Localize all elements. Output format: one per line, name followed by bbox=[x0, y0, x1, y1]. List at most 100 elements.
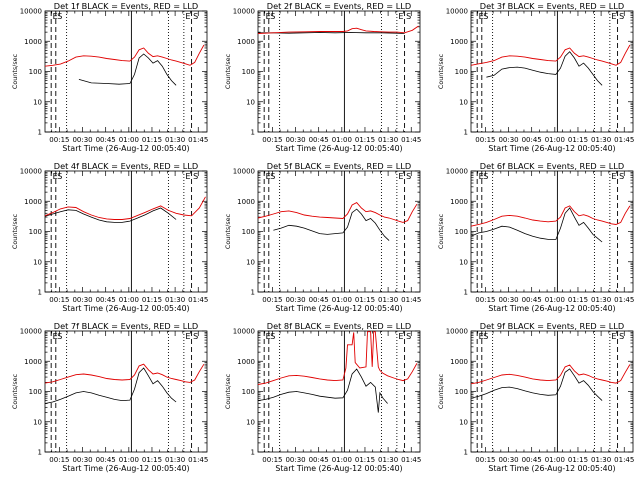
x-tick-label: 01:15 bbox=[568, 296, 588, 304]
plot-frame bbox=[257, 10, 421, 133]
event-marker-label: E bbox=[611, 12, 616, 21]
x-tick-label: 01:00 bbox=[119, 136, 139, 144]
y-axis-label: Counts/sec bbox=[437, 213, 445, 249]
y-tick-label: 10000 bbox=[20, 8, 42, 16]
y-tick-label: 1 bbox=[38, 129, 42, 137]
x-tick-label: 01:00 bbox=[545, 456, 565, 464]
event-marker-label: S bbox=[406, 12, 411, 21]
y-tick-label: 1000 bbox=[24, 358, 42, 366]
x-tick-label: 01:45 bbox=[188, 136, 208, 144]
series-events bbox=[258, 32, 405, 34]
chart-title: Det 6f BLACK = Events, RED = LLD bbox=[480, 161, 624, 171]
series-lld bbox=[44, 196, 206, 220]
plot-frame bbox=[470, 170, 634, 293]
y-tick-label: 10 bbox=[33, 98, 42, 106]
y-axis-label: Counts/sec bbox=[11, 53, 19, 89]
series-events bbox=[470, 207, 603, 243]
event-marker-label: S bbox=[270, 332, 275, 341]
y-tick-label: 1 bbox=[464, 289, 468, 297]
x-tick-label: 01:15 bbox=[568, 456, 588, 464]
plot-frame bbox=[44, 170, 208, 293]
y-tick-label: 1000 bbox=[237, 358, 255, 366]
event-marker-label: E bbox=[53, 12, 58, 21]
y-tick-label: 10000 bbox=[233, 8, 255, 16]
panel-8: 1 10 100 1000 10000 00:15 00:30 00:45 01:00 01:15… bbox=[224, 321, 421, 473]
y-axis-label: Counts/sec bbox=[224, 213, 232, 249]
x-tick-label: 01:30 bbox=[165, 296, 185, 304]
x-tick-label: 00:15 bbox=[475, 136, 495, 144]
x-tick-label: 01:45 bbox=[614, 296, 634, 304]
series-events bbox=[44, 207, 177, 223]
event-marker-label: S bbox=[619, 332, 624, 341]
chart-title: Det 1f BLACK = Events, RED = LLD bbox=[54, 1, 198, 11]
panel-7: 1 10 100 1000 10000 00:15 00:30 00:45 01:00 01:15… bbox=[11, 321, 208, 473]
y-tick-label: 10 bbox=[246, 98, 255, 106]
y-tick-label: 10 bbox=[459, 258, 468, 266]
x-tick-label: 01:15 bbox=[142, 296, 162, 304]
event-marker-label: S bbox=[270, 12, 275, 21]
event-marker-label: E bbox=[185, 12, 190, 21]
x-tick-label: 00:15 bbox=[49, 136, 69, 144]
event-marker-label: E bbox=[479, 332, 484, 341]
event-marker-label: E bbox=[266, 12, 271, 21]
event-marker-label: E bbox=[479, 12, 484, 21]
y-tick-label: 1 bbox=[38, 449, 42, 457]
x-tick-label: 00:30 bbox=[498, 456, 518, 464]
x-tick-label: 01:15 bbox=[355, 296, 375, 304]
x-axis-label: Start Time (26-Aug-12 00:05:40) bbox=[488, 464, 615, 473]
x-tick-label: 01:45 bbox=[188, 456, 208, 464]
y-tick-label: 1 bbox=[251, 129, 255, 137]
y-tick-label: 1000 bbox=[24, 198, 42, 206]
y-tick-label: 10000 bbox=[233, 328, 255, 336]
series-lld bbox=[257, 202, 418, 223]
event-marker-label: S bbox=[193, 172, 198, 181]
plot-frame bbox=[44, 10, 208, 133]
series-lld bbox=[470, 364, 631, 385]
y-tick-label: 10000 bbox=[446, 168, 468, 176]
x-tick-label: 00:45 bbox=[522, 456, 542, 464]
event-marker-label: E bbox=[611, 332, 616, 341]
y-axis-label: Counts/sec bbox=[437, 53, 445, 89]
x-tick-label: 01:00 bbox=[332, 136, 352, 144]
series-events bbox=[257, 368, 388, 413]
x-tick-label: 01:00 bbox=[119, 456, 139, 464]
x-tick-label: 01:30 bbox=[165, 456, 185, 464]
y-tick-label: 100 bbox=[29, 68, 42, 76]
y-tick-label: 100 bbox=[242, 68, 255, 76]
chart-title: Det 8f BLACK = Events, RED = LLD bbox=[267, 321, 411, 331]
x-axis-label: Start Time (26-Aug-12 00:05:40) bbox=[62, 144, 189, 153]
series-events bbox=[78, 53, 177, 86]
chart-title: Det 4f BLACK = Events, RED = LLD bbox=[54, 161, 198, 171]
x-tick-label: 00:15 bbox=[262, 296, 282, 304]
x-tick-label: 01:30 bbox=[165, 136, 185, 144]
x-tick-label: 00:30 bbox=[72, 456, 92, 464]
event-marker-label: S bbox=[193, 12, 198, 21]
x-tick-label: 00:30 bbox=[285, 456, 305, 464]
x-tick-label: 01:15 bbox=[355, 456, 375, 464]
y-tick-label: 1000 bbox=[450, 198, 468, 206]
series-events bbox=[273, 208, 390, 241]
x-tick-label: 00:15 bbox=[475, 456, 495, 464]
x-tick-label: 00:30 bbox=[498, 296, 518, 304]
event-marker-label: S bbox=[619, 172, 624, 181]
y-tick-label: 10 bbox=[246, 258, 255, 266]
panel-1: 1 10 100 1000 10000 00:15 00:30 00:45 01:00 01:15… bbox=[11, 1, 208, 153]
x-tick-label: 01:15 bbox=[355, 136, 375, 144]
x-tick-label: 01:30 bbox=[378, 456, 398, 464]
y-tick-label: 100 bbox=[242, 388, 255, 396]
y-tick-label: 10 bbox=[459, 418, 468, 426]
plot-frame bbox=[257, 170, 421, 293]
event-marker-label: S bbox=[270, 172, 275, 181]
chart-title: Det 3f BLACK = Events, RED = LLD bbox=[480, 1, 624, 11]
event-marker-label: S bbox=[483, 12, 488, 21]
x-tick-label: 00:15 bbox=[262, 456, 282, 464]
x-tick-label: 00:15 bbox=[49, 456, 69, 464]
x-tick-label: 00:45 bbox=[309, 136, 329, 144]
x-tick-label: 00:30 bbox=[498, 136, 518, 144]
chart-title: Det 2f BLACK = Events, RED = LLD bbox=[267, 1, 411, 11]
series-events bbox=[486, 51, 603, 86]
x-axis-label: Start Time (26-Aug-12 00:05:40) bbox=[62, 464, 189, 473]
y-tick-label: 1 bbox=[251, 449, 255, 457]
x-tick-label: 01:45 bbox=[614, 456, 634, 464]
